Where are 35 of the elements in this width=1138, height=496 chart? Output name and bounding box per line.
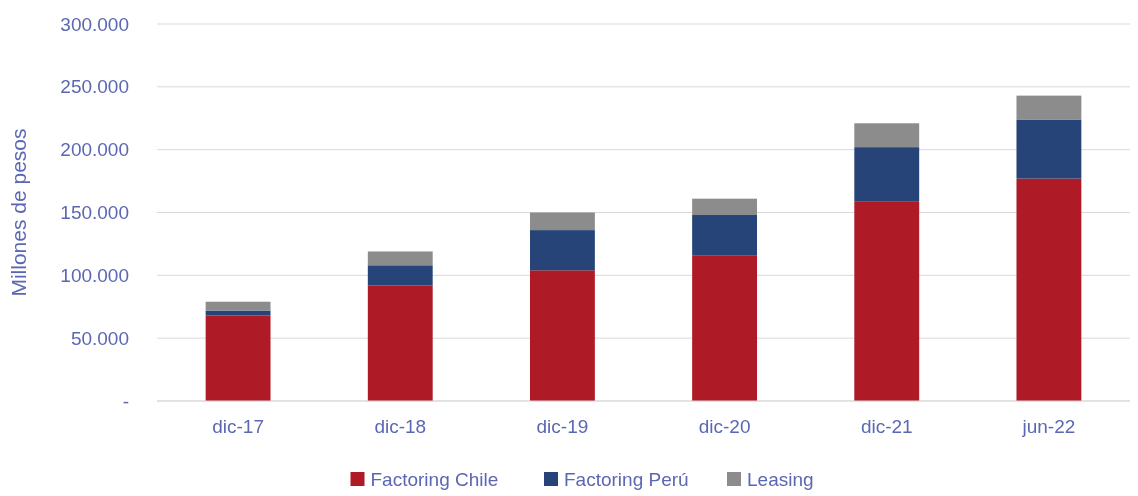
bar (1016, 95, 1082, 120)
y-tick-label: 50.000 (70, 327, 129, 349)
legend-label: Leasing (747, 469, 814, 490)
bar (692, 215, 758, 256)
x-tick-label: dic-21 (860, 416, 913, 437)
bar (367, 265, 433, 286)
y-tick-label: 200.000 (60, 139, 129, 161)
y-tick-label: 100.000 (60, 264, 129, 286)
x-tick-label: dic-18 (374, 416, 427, 437)
bar (692, 255, 758, 401)
x-tick-label: jun-22 (1021, 416, 1076, 437)
x-tick-label: dic-19 (536, 416, 589, 437)
bar (1016, 178, 1082, 401)
y-tick-label: 300.000 (60, 13, 129, 35)
legend-label: Factoring Perú (564, 469, 689, 490)
bar (854, 123, 920, 148)
legend-label: Factoring Chile (370, 469, 499, 490)
y-tick-label: 150.000 (60, 202, 129, 224)
bar (205, 310, 271, 316)
bar (692, 198, 758, 216)
x-tick-label: dic-20 (698, 416, 751, 437)
bar (529, 230, 595, 271)
bar (205, 301, 271, 311)
bar (529, 270, 595, 401)
bar (529, 212, 595, 231)
bar (1016, 119, 1082, 179)
y-axis-title: Millones de pesos (7, 128, 30, 297)
x-tick-label: dic-17 (212, 416, 264, 437)
bar (854, 147, 920, 202)
bar (205, 315, 271, 401)
bar (854, 201, 920, 401)
y-tick-label: 250.000 (60, 76, 129, 98)
bar (367, 251, 433, 266)
y-tick-label: - (122, 390, 129, 412)
bar (367, 285, 433, 401)
